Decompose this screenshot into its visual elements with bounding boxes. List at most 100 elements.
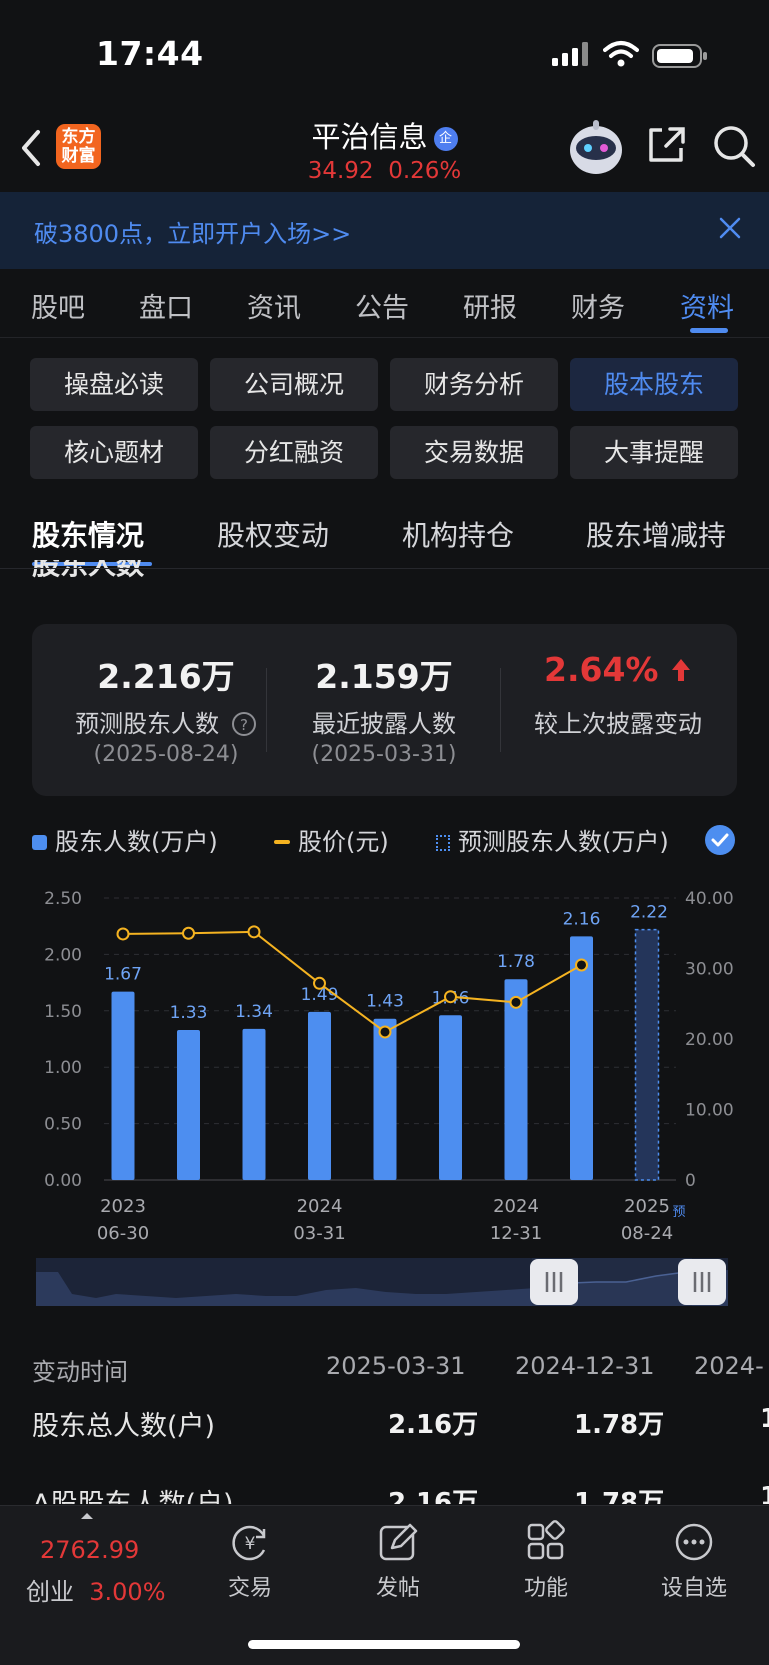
search-icon[interactable] — [712, 124, 756, 168]
app-logo[interactable]: 东方 财富 — [56, 124, 101, 169]
battery-icon — [652, 44, 707, 68]
btn-dividends-financing[interactable]: 分红融资 — [210, 426, 378, 479]
legend-forecast[interactable]: 预测股东人数(万户) — [436, 822, 669, 857]
share-icon[interactable] — [646, 124, 686, 164]
price-point — [182, 926, 195, 940]
tab-news[interactable]: 资讯 — [247, 293, 301, 324]
ai-robot-icon[interactable] — [566, 118, 626, 176]
row-label: 股东总人数(户) — [32, 1411, 216, 1442]
index-value[interactable]: 2762.99 — [40, 1536, 140, 1564]
subtab-holding-changes[interactable]: 股东增减持 — [586, 519, 727, 552]
nav-trade[interactable]: ¥ 交易 — [190, 1520, 310, 1602]
wifi-icon — [603, 41, 639, 67]
shareholders-chart: 0.00 0.50 1.00 1.50 2.00 2.50 0 10.00 20.00 30.00… — [44, 889, 734, 1244]
back-arrow-icon[interactable] — [18, 128, 44, 168]
tab-guba[interactable]: 股吧 — [31, 293, 85, 324]
btn-trading-data[interactable]: 交易数据 — [390, 426, 558, 479]
caret-up-icon[interactable] — [80, 1512, 94, 1520]
grid-icon — [527, 1520, 565, 1560]
subtab-indicator — [32, 562, 152, 566]
col-header-label: 变动时间 — [32, 1358, 128, 1386]
legend-forecast-text: 预测股东人数(万户) — [458, 828, 669, 856]
y-left-tick-label: 0.00 — [44, 1171, 82, 1191]
tab-research[interactable]: 研报 — [463, 293, 517, 324]
close-icon[interactable] — [718, 216, 742, 240]
bar-data-label: 1.67 — [104, 965, 142, 985]
latest-holders-date: (2025-03-31) — [311, 742, 457, 767]
stock-name: 平治信息 — [311, 120, 428, 154]
tab-announcements[interactable]: 公告 — [355, 293, 409, 324]
y-right-tick-label: 0 — [685, 1171, 696, 1191]
y-left-tick-label: 0.50 — [44, 1115, 82, 1135]
bar-data-label: 1.34 — [235, 1002, 273, 1022]
x-tick-label: 2025 — [624, 1196, 670, 1217]
price-point — [575, 958, 588, 972]
stock-price-line: 34.92 0.26% — [0, 158, 769, 184]
row-value: 1 — [760, 1404, 769, 1434]
bar-data-label: 2.16 — [563, 909, 601, 929]
promo-banner[interactable]: 破3800点，立即开户入场>> — [0, 192, 769, 269]
active-tab-indicator — [690, 328, 728, 333]
y-right-tick-label: 20.00 — [685, 1030, 734, 1050]
main-tabs: 股吧 盘口 资讯 公告 研报 财务 资料 — [0, 270, 769, 338]
btn-core-themes[interactable]: 核心题材 — [30, 426, 198, 479]
price-point — [444, 990, 457, 1004]
row-value: 1.78万 — [574, 1488, 665, 1504]
legend-holders-text: 股东人数(万户) — [55, 828, 218, 856]
holders-change-text: 2.64% — [544, 650, 659, 689]
bar — [570, 936, 593, 1180]
bar-data-label: 1.43 — [366, 992, 404, 1012]
legend-price[interactable]: 股价(元) — [274, 822, 389, 857]
subtab-shareholder-status[interactable]: 股东情况 — [32, 519, 145, 552]
legend-line-swatch — [274, 840, 290, 844]
legend-bar-swatch — [32, 835, 47, 850]
bar — [111, 991, 135, 1180]
forecast-holders-label: 预测股东人数 ? — [56, 704, 276, 739]
tab-profile[interactable]: 资料 — [680, 293, 734, 324]
slider-handle-left[interactable] — [530, 1259, 578, 1305]
chart-range-slider[interactable] — [36, 1258, 728, 1306]
stat-separator — [266, 668, 267, 752]
home-indicator — [248, 1640, 520, 1649]
row-value: 1 — [760, 1482, 769, 1504]
nav-trade-label: 交易 — [227, 1576, 272, 1601]
nav-watchlist-label: 设自选 — [660, 1576, 727, 1601]
btn-company-overview[interactable]: 公司概况 — [210, 358, 378, 411]
latest-holders-value: 2.159万 — [315, 657, 453, 696]
subtab-institutional-holdings[interactable]: 机构持仓 — [402, 519, 515, 552]
btn-financial-analysis[interactable]: 财务分析 — [390, 358, 558, 411]
nav-functions[interactable]: 功能 — [486, 1520, 606, 1602]
forecast-label-text: 预测股东人数 — [75, 710, 220, 738]
x-tick-label: 03-31 — [293, 1223, 345, 1244]
tab-pankou[interactable]: 盘口 — [139, 293, 193, 324]
help-icon[interactable]: ? — [231, 711, 257, 737]
btn-shareholders[interactable]: 股本股东 — [570, 358, 738, 411]
forecast-marker: 预 — [672, 1205, 685, 1220]
signal-icon — [552, 42, 588, 66]
subtab-divider — [0, 568, 769, 569]
row-value: 2.16万 — [388, 1488, 479, 1504]
enterprise-badge: 企 — [433, 127, 458, 151]
index-ticker[interactable]: 创业 3.00% — [26, 1572, 166, 1607]
x-tick-label: 2023 — [100, 1196, 146, 1217]
btn-event-reminders[interactable]: 大事提醒 — [570, 426, 738, 479]
holders-change-label: 较上次披露变动 — [534, 710, 702, 738]
x-tick-label: 08-24 — [621, 1223, 673, 1244]
tab-finance[interactable]: 财务 — [571, 293, 625, 324]
legend-forecast-swatch — [436, 835, 450, 851]
index-name: 创业 — [26, 1578, 74, 1606]
bar — [242, 1028, 266, 1180]
btn-trading-essentials[interactable]: 操盘必读 — [30, 358, 198, 411]
nav-post[interactable]: 发帖 — [338, 1520, 458, 1602]
holders-change-value: 2.64% — [508, 650, 728, 689]
edit-icon — [379, 1523, 418, 1561]
logo-text-1: 东方 — [61, 127, 96, 147]
nav-watchlist[interactable]: 设自选 — [634, 1520, 754, 1602]
row-value: 2.16万 — [388, 1410, 479, 1440]
subtab-equity-changes[interactable]: 股权变动 — [217, 519, 330, 552]
banner-text[interactable]: 破3800点，立即开户入场>> — [34, 220, 352, 248]
checkbox-checked-icon[interactable] — [704, 824, 736, 856]
slider-handle-right[interactable] — [678, 1259, 726, 1305]
price-point — [116, 927, 130, 941]
legend-holders[interactable]: 股东人数(万户) — [32, 822, 218, 857]
